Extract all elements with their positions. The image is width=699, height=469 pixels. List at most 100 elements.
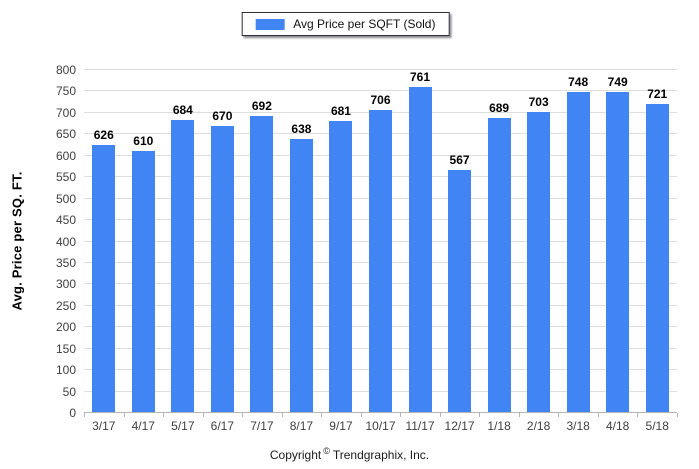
y-tick-label: 750 bbox=[55, 84, 76, 99]
bar-value-label: 749 bbox=[607, 74, 628, 89]
copyright-suffix: Trendgraphix, Inc. bbox=[332, 448, 430, 462]
bar-value-label: 684 bbox=[172, 102, 193, 117]
y-tick-label: 800 bbox=[55, 63, 76, 77]
bars-layer: 626 610 684 670 692 638 681 706 761 567 689 703 748 7… bbox=[84, 70, 677, 413]
bar-slot: 721 bbox=[637, 70, 677, 413]
bar-5/18 bbox=[645, 103, 669, 413]
bar-3/17 bbox=[92, 144, 116, 413]
y-tick-label: 100 bbox=[55, 363, 76, 378]
x-tick-label: 4/18 bbox=[605, 419, 630, 433]
y-tick-label: 50 bbox=[62, 384, 76, 399]
x-tick-label: 3/18 bbox=[566, 419, 590, 433]
x-axis-tick bbox=[439, 413, 441, 417]
bar-value-label: 610 bbox=[133, 134, 154, 149]
x-axis-tick bbox=[479, 413, 481, 417]
y-tick-label: 250 bbox=[55, 298, 76, 313]
x-tick-label: 10/17 bbox=[365, 419, 396, 433]
bar-10/17 bbox=[368, 110, 392, 413]
bar-slot: 692 bbox=[242, 70, 282, 413]
x-axis-ticks bbox=[84, 413, 678, 418]
bar-slot: 761 bbox=[400, 70, 440, 413]
bar-slot: 638 bbox=[282, 70, 322, 413]
x-tick-label: 9/17 bbox=[329, 419, 353, 433]
bar-2/18 bbox=[527, 111, 551, 413]
x-axis-labels: 3/17 4/17 5/17 6/17 7/17 8/17 9/17 10/17 11/17 12… bbox=[84, 419, 677, 433]
x-axis-tick bbox=[677, 413, 678, 417]
bar-9/17 bbox=[329, 121, 353, 413]
x-tick-label: 2/18 bbox=[526, 419, 551, 433]
gridline bbox=[84, 90, 677, 92]
bar-slot: 703 bbox=[519, 70, 559, 413]
bar-slot: 689 bbox=[479, 70, 519, 413]
y-tick-label: 550 bbox=[55, 170, 76, 185]
bar-5/17 bbox=[171, 119, 195, 413]
x-tick-label: 8/17 bbox=[289, 419, 314, 433]
bar-8/17 bbox=[289, 139, 313, 413]
x-axis-tick bbox=[321, 413, 323, 417]
x-axis-tick bbox=[360, 413, 362, 417]
y-axis-tick-labels: 0 50 100 150 200 250 300 350 400 450 500 550 600 650 7… bbox=[0, 64, 76, 419]
x-axis-tick bbox=[518, 413, 520, 417]
y-tick-label: 700 bbox=[55, 105, 76, 120]
x-axis-tick bbox=[558, 413, 560, 417]
bar-value-label: 761 bbox=[410, 69, 431, 84]
bar-slot: 706 bbox=[361, 70, 401, 413]
bar-3/18 bbox=[566, 92, 590, 413]
bar-value-label: 670 bbox=[212, 108, 233, 123]
bar-value-label: 706 bbox=[370, 93, 391, 108]
bar-value-label: 703 bbox=[528, 94, 549, 109]
legend: Avg Price per SQFT (Sold) bbox=[241, 12, 450, 36]
x-axis-tick bbox=[202, 413, 204, 417]
bar-slot: 681 bbox=[321, 70, 361, 413]
x-tick-label: 3/17 bbox=[92, 419, 116, 433]
x-axis-tick bbox=[123, 413, 125, 417]
bar-slot: 610 bbox=[124, 70, 164, 413]
bar-4/18 bbox=[606, 91, 630, 413]
copyright-prefix: Copyright bbox=[269, 448, 322, 462]
bar-slot: 684 bbox=[163, 70, 203, 413]
y-tick-label: 400 bbox=[55, 234, 76, 249]
bar-value-label: 748 bbox=[568, 75, 589, 90]
gridline bbox=[84, 69, 677, 70]
x-tick-label: 11/17 bbox=[405, 419, 435, 433]
bar-11/17 bbox=[408, 86, 432, 413]
x-axis-tick bbox=[163, 413, 165, 417]
y-tick-label: 0 bbox=[69, 406, 76, 420]
x-tick-label: 5/18 bbox=[645, 419, 669, 433]
x-tick-label: 4/17 bbox=[131, 419, 155, 433]
y-tick-label: 350 bbox=[55, 255, 76, 270]
x-axis-tick bbox=[281, 413, 283, 417]
legend-label: Avg Price per SQFT (Sold) bbox=[293, 17, 436, 31]
x-tick-label: 5/17 bbox=[171, 419, 195, 433]
bar-value-label: 689 bbox=[489, 100, 510, 115]
x-axis-line bbox=[84, 412, 677, 413]
y-tick-label: 600 bbox=[55, 148, 76, 163]
x-axis-tick bbox=[84, 413, 85, 417]
bar-7/17 bbox=[250, 116, 274, 413]
x-tick-label: 7/17 bbox=[250, 419, 274, 433]
y-tick-label: 450 bbox=[55, 213, 76, 228]
x-axis-tick bbox=[637, 413, 639, 417]
x-axis-tick bbox=[400, 413, 402, 417]
bar-value-label: 692 bbox=[251, 99, 272, 114]
bar-value-label: 567 bbox=[449, 152, 470, 167]
x-axis-tick bbox=[242, 413, 244, 417]
bar-slot: 748 bbox=[558, 70, 598, 413]
bar-value-label: 681 bbox=[330, 104, 351, 119]
legend-swatch-icon bbox=[255, 18, 285, 30]
bar-value-label: 638 bbox=[291, 122, 312, 137]
bar-slot: 567 bbox=[440, 70, 480, 413]
y-tick-label: 650 bbox=[55, 127, 76, 142]
bar-slot: 670 bbox=[203, 70, 243, 413]
x-tick-label: 6/17 bbox=[210, 419, 235, 433]
x-tick-label: 1/18 bbox=[487, 419, 511, 433]
x-axis-tick bbox=[597, 413, 599, 417]
copyright-note: Copyright © Trendgraphix, Inc. bbox=[0, 446, 699, 462]
y-tick-label: 150 bbox=[55, 341, 76, 356]
y-tick-label: 500 bbox=[55, 191, 76, 206]
bar-value-label: 721 bbox=[647, 86, 668, 101]
copyright-symbol: © bbox=[323, 446, 330, 456]
bar-value-label: 626 bbox=[93, 127, 114, 142]
x-tick-label: 12/17 bbox=[444, 419, 475, 433]
bar-slot: 749 bbox=[598, 70, 638, 413]
